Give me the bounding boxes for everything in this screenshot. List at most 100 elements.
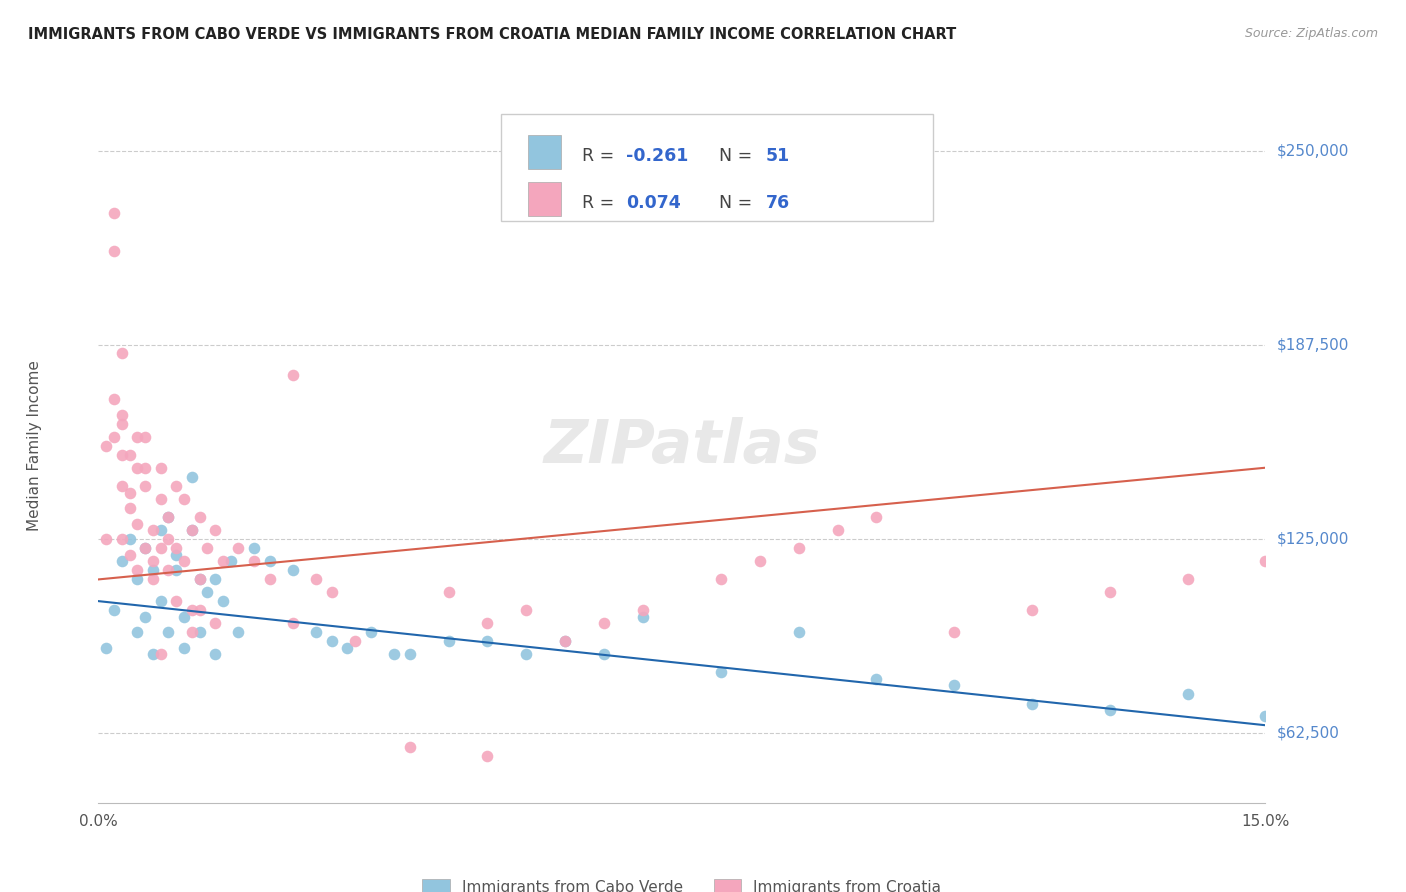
Text: $125,000: $125,000 <box>1277 532 1350 547</box>
Point <box>827 523 849 537</box>
Point <box>142 523 165 537</box>
Point <box>165 594 187 608</box>
Point <box>344 634 367 648</box>
Point <box>710 665 733 680</box>
Text: 51: 51 <box>766 146 790 165</box>
Point <box>212 594 235 608</box>
Point <box>398 739 420 754</box>
Point <box>157 532 180 546</box>
Point <box>127 625 149 640</box>
Point <box>195 541 218 556</box>
Point <box>1177 573 1199 587</box>
Point <box>111 346 134 360</box>
Point <box>710 573 733 587</box>
Point <box>515 603 537 617</box>
Point <box>127 563 149 577</box>
Point <box>188 573 211 587</box>
Point <box>631 609 654 624</box>
Point <box>477 749 499 764</box>
Point <box>943 625 966 640</box>
Point <box>103 392 125 407</box>
Point <box>142 573 165 587</box>
Point <box>281 615 304 630</box>
Point <box>188 510 211 524</box>
Point <box>204 615 226 630</box>
Text: Source: ZipAtlas.com: Source: ZipAtlas.com <box>1244 27 1378 40</box>
Point <box>787 541 810 556</box>
FancyBboxPatch shape <box>501 114 932 221</box>
Point <box>157 625 180 640</box>
Point <box>103 430 125 444</box>
Point <box>228 541 250 556</box>
Point <box>111 417 134 432</box>
Text: R =: R = <box>582 194 619 211</box>
Point <box>142 647 165 661</box>
Point <box>111 408 134 422</box>
Text: $187,500: $187,500 <box>1277 338 1350 352</box>
Point <box>127 573 149 587</box>
Point <box>321 634 343 648</box>
Point <box>188 573 211 587</box>
Point <box>165 479 187 493</box>
Point <box>149 647 172 661</box>
Point <box>111 532 134 546</box>
Point <box>134 430 156 444</box>
Text: R =: R = <box>582 146 619 165</box>
Point <box>1254 709 1277 723</box>
Point <box>173 640 195 655</box>
Point <box>943 678 966 692</box>
Point <box>134 541 156 556</box>
Point <box>165 541 187 556</box>
Point <box>398 647 420 661</box>
Point <box>259 573 281 587</box>
Point <box>173 554 195 568</box>
FancyBboxPatch shape <box>527 182 561 217</box>
Point <box>127 430 149 444</box>
Point <box>118 548 141 562</box>
Point <box>96 532 118 546</box>
Point <box>281 368 304 382</box>
Point <box>134 541 156 556</box>
Point <box>554 634 576 648</box>
Point <box>127 516 149 531</box>
Point <box>477 634 499 648</box>
Point <box>180 523 202 537</box>
Point <box>1098 703 1121 717</box>
Point <box>212 554 235 568</box>
Point <box>865 672 887 686</box>
Point <box>118 485 141 500</box>
Point <box>188 603 211 617</box>
Point <box>134 609 156 624</box>
Point <box>305 625 328 640</box>
Text: N =: N = <box>720 194 758 211</box>
Point <box>305 573 328 587</box>
Point <box>149 594 172 608</box>
Point <box>631 603 654 617</box>
Point <box>173 609 195 624</box>
Point <box>321 584 343 599</box>
Point <box>1177 687 1199 701</box>
Point <box>157 510 180 524</box>
Point <box>204 647 226 661</box>
Text: N =: N = <box>720 146 758 165</box>
Point <box>149 541 172 556</box>
Point <box>259 554 281 568</box>
Point <box>219 554 242 568</box>
Point <box>142 563 165 577</box>
Point <box>180 523 202 537</box>
Point <box>204 523 226 537</box>
Point <box>111 448 134 462</box>
Point <box>149 523 172 537</box>
Point <box>134 460 156 475</box>
Point <box>787 625 810 640</box>
Point <box>748 554 770 568</box>
Point <box>157 510 180 524</box>
Point <box>134 479 156 493</box>
Text: ZIPatlas: ZIPatlas <box>543 417 821 475</box>
Point <box>1098 584 1121 599</box>
Point <box>1331 541 1354 556</box>
Point <box>103 603 125 617</box>
Text: $250,000: $250,000 <box>1277 144 1350 159</box>
Point <box>118 448 141 462</box>
Point <box>111 479 134 493</box>
